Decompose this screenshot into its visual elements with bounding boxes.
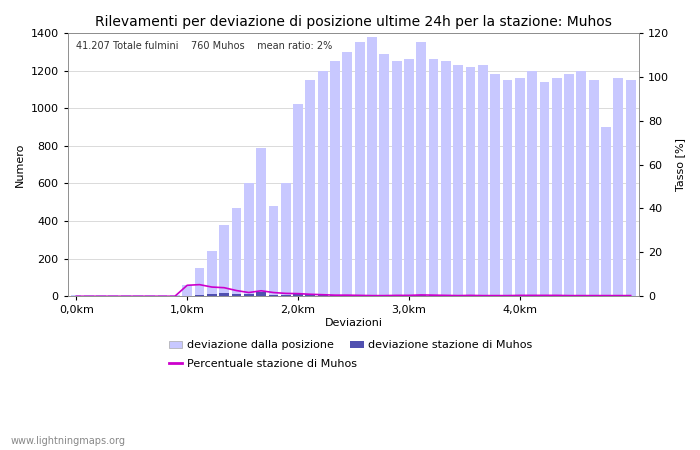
Bar xyxy=(355,42,365,296)
Y-axis label: Numero: Numero xyxy=(15,142,25,187)
Bar xyxy=(305,80,315,296)
Bar xyxy=(182,285,192,296)
Bar xyxy=(71,295,81,296)
Bar xyxy=(355,295,365,296)
Bar xyxy=(330,295,340,296)
Bar xyxy=(318,295,328,296)
Bar xyxy=(454,65,463,296)
Bar xyxy=(601,127,611,296)
Bar xyxy=(404,295,414,296)
Bar xyxy=(281,295,290,296)
Bar xyxy=(379,54,389,296)
Bar xyxy=(490,74,500,296)
Bar xyxy=(515,295,525,296)
Bar xyxy=(466,295,475,296)
Bar xyxy=(404,59,414,296)
Bar xyxy=(441,61,451,296)
Bar xyxy=(244,184,253,296)
Bar xyxy=(120,295,130,296)
Title: Rilevamenti per deviazione di posizione ultime 24h per la stazione: Muhos: Rilevamenti per deviazione di posizione … xyxy=(95,15,612,29)
Bar xyxy=(540,82,550,296)
Bar xyxy=(416,42,426,296)
Text: www.lightningmaps.org: www.lightningmaps.org xyxy=(10,436,125,446)
Bar xyxy=(589,80,598,296)
Bar xyxy=(207,251,217,296)
Bar xyxy=(232,208,242,296)
Bar xyxy=(330,61,340,296)
Bar xyxy=(219,293,229,296)
Bar xyxy=(256,292,266,296)
Bar xyxy=(293,104,303,296)
Bar xyxy=(305,294,315,296)
Bar xyxy=(626,80,636,296)
Bar xyxy=(219,225,229,296)
Bar xyxy=(170,295,180,296)
Bar xyxy=(318,71,328,296)
Bar xyxy=(207,294,217,296)
X-axis label: Deviazioni: Deviazioni xyxy=(325,318,382,328)
Bar xyxy=(392,295,402,296)
Text: 41.207 Totale fulmini    760 Muhos    mean ratio: 2%: 41.207 Totale fulmini 760 Muhos mean rat… xyxy=(76,41,332,51)
Bar xyxy=(108,295,118,296)
Bar xyxy=(195,268,204,296)
Bar xyxy=(232,294,242,296)
Bar xyxy=(96,295,106,296)
Bar xyxy=(428,295,438,296)
Bar xyxy=(441,295,451,296)
Bar xyxy=(552,295,561,296)
Bar xyxy=(342,52,352,296)
Bar xyxy=(367,37,377,296)
Bar xyxy=(146,295,155,296)
Y-axis label: Tasso [%]: Tasso [%] xyxy=(675,138,685,191)
Bar xyxy=(577,71,587,296)
Bar xyxy=(133,295,143,296)
Bar xyxy=(478,65,488,296)
Bar xyxy=(256,148,266,296)
Bar xyxy=(564,74,574,296)
Bar xyxy=(195,295,204,296)
Bar xyxy=(515,78,525,296)
Bar xyxy=(84,295,94,296)
Bar xyxy=(552,78,561,296)
Bar xyxy=(503,80,512,296)
Bar xyxy=(269,295,279,296)
Bar xyxy=(244,294,253,296)
Bar xyxy=(392,61,402,296)
Bar xyxy=(158,295,167,296)
Bar xyxy=(293,294,303,296)
Bar xyxy=(613,78,623,296)
Bar xyxy=(416,295,426,296)
Bar xyxy=(269,206,279,296)
Bar xyxy=(428,59,438,296)
Bar xyxy=(342,295,352,296)
Bar xyxy=(281,184,290,296)
Bar xyxy=(527,295,537,296)
Bar xyxy=(527,71,537,296)
Bar xyxy=(466,67,475,296)
Legend: Percentuale stazione di Muhos: Percentuale stazione di Muhos xyxy=(164,355,361,374)
